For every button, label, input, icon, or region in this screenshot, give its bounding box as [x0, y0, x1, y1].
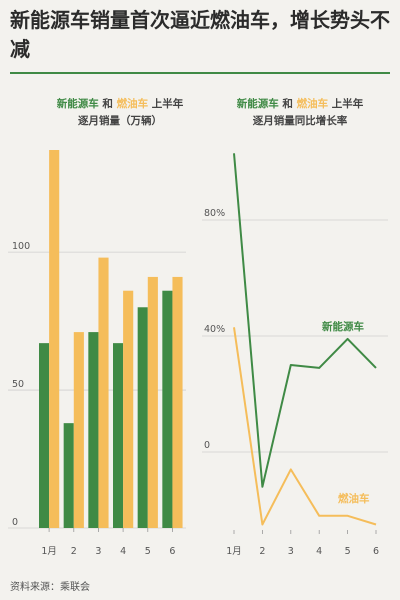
line-xtick-3: 4 — [316, 546, 322, 557]
bar-xtick-3: 4 — [120, 546, 126, 557]
bar-ice-5 — [172, 276, 183, 528]
bar-chart-title-part-1: 和 — [99, 97, 117, 110]
bar-ytick-2: 100 — [12, 241, 30, 252]
bar-ice-1 — [73, 332, 84, 528]
line-label-ice: 燃油车 — [338, 492, 370, 505]
bar-chart-title-part-2: 燃油车 — [117, 97, 149, 110]
line-xtick-5: 6 — [373, 546, 379, 557]
bar-nev-5 — [162, 290, 173, 528]
bar-nev-0 — [39, 343, 50, 528]
bar-nev-4 — [137, 307, 148, 528]
line-xtick-1: 2 — [259, 546, 265, 557]
line-chart-title-part-0: 新能源车 — [237, 97, 279, 110]
bar-xtick-5: 6 — [169, 546, 175, 557]
line-xtick-4: 5 — [345, 546, 351, 557]
line-series-0 — [233, 153, 377, 488]
line-label-nev: 新能源车 — [322, 320, 364, 333]
bar-xtick-4: 5 — [145, 546, 151, 557]
bar-nev-3 — [113, 343, 124, 528]
line-ytick-2: 80% — [204, 208, 225, 219]
line-ytick-0: 0 — [204, 440, 210, 451]
bar-chart-title-part-3: 上半年 — [148, 97, 184, 110]
line-xtick-0: 1月 — [226, 546, 242, 557]
line-chart-title-part-1: 和 — [279, 97, 297, 110]
bar-chart-title-line1: 新能源车 和 燃油车 上半年 — [57, 97, 184, 110]
headline: 新能源车销量首次逼近燃油车，增长势头不减 — [10, 8, 390, 61]
bar-nev-2 — [88, 332, 99, 528]
bar-ice-0 — [49, 150, 60, 528]
line-series-1 — [233, 327, 377, 526]
line-chart-title-part-2: 燃油车 — [297, 97, 329, 110]
line-xtick-2: 3 — [288, 546, 294, 557]
line-chart-title-line2: 逐月销量同比增长率 — [253, 114, 348, 127]
bar-ytick-0: 0 — [12, 517, 18, 528]
bar-ice-4 — [147, 276, 158, 528]
line-ytick-1: 40% — [204, 324, 225, 335]
bar-xtick-1: 2 — [71, 546, 77, 557]
bar-chart-title-part-0: 新能源车 — [57, 97, 99, 110]
source-note: 资料来源：乘联会 — [10, 582, 90, 593]
bar-ice-2 — [98, 257, 109, 528]
bar-chart-title-line2: 逐月销量（万辆） — [78, 114, 162, 127]
line-chart-title-line1: 新能源车 和 燃油车 上半年 — [237, 97, 364, 110]
bar-nev-1 — [63, 423, 74, 528]
bar-xtick-0: 1月 — [41, 546, 57, 557]
bar-ytick-1: 50 — [12, 379, 24, 390]
bar-xtick-2: 3 — [95, 546, 101, 557]
line-chart-title-part-3: 上半年 — [328, 97, 364, 110]
headline-rule — [10, 72, 390, 74]
bar-ice-3 — [123, 290, 134, 528]
